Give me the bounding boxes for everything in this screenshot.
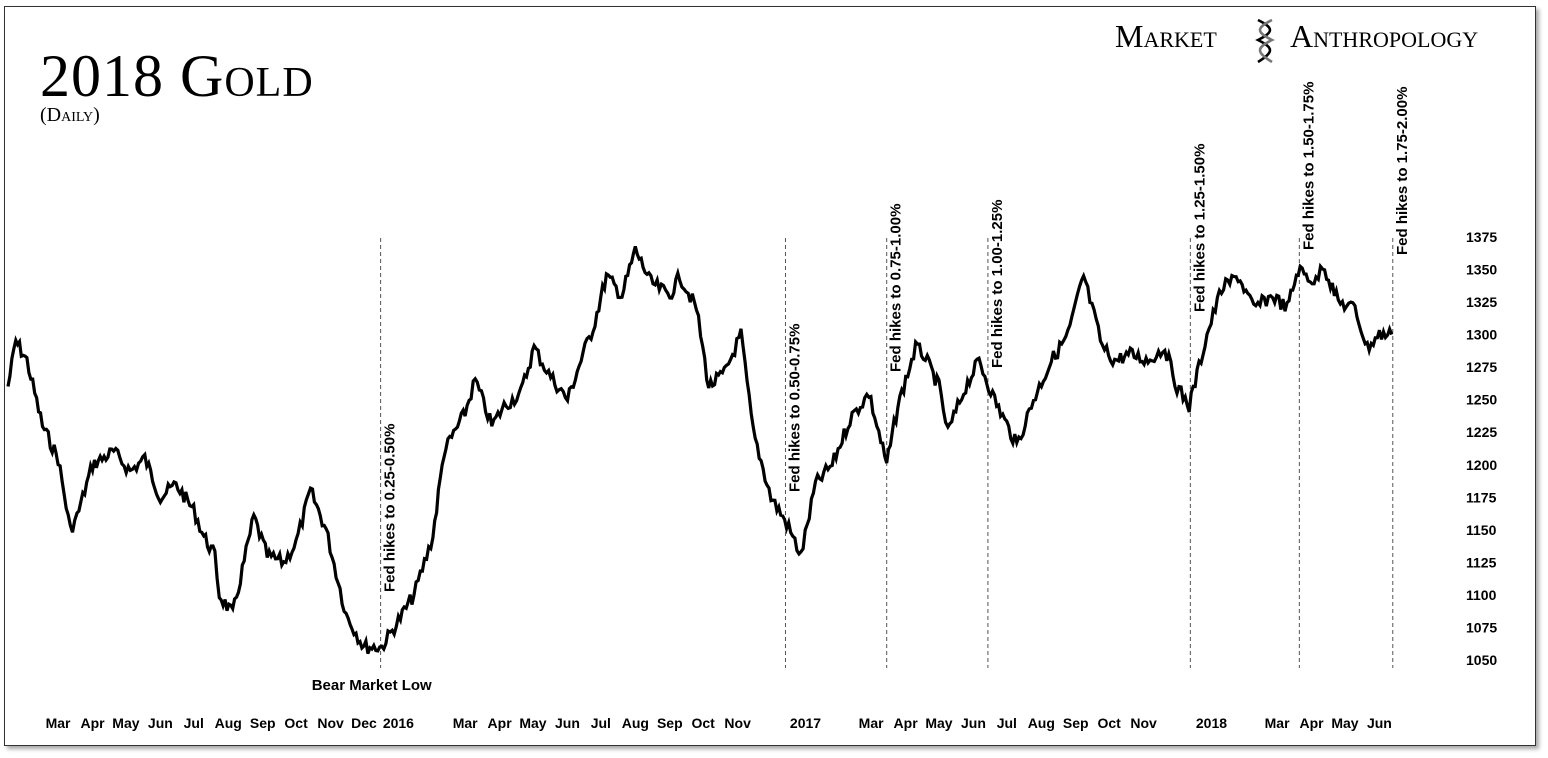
x-tick-label: Jun [555,715,580,731]
y-tick-label: 1225 [1466,424,1497,440]
fed-hike-label: Fed hikes to 0.50-0.75% [786,324,803,492]
x-tick-label: Apr [894,715,919,731]
x-tick-label: Mar [859,715,884,731]
x-tick-label: Sep [1063,715,1089,731]
y-tick-label: 1075 [1466,619,1497,635]
x-tick-label: Jun [148,715,173,731]
x-tick-label: Nov [1130,715,1157,731]
x-tick-label: May [519,715,546,731]
y-tick-label: 1350 [1466,262,1497,278]
chart-panel [4,6,1536,746]
y-tick-label: 1325 [1466,294,1497,310]
x-tick-label: Aug [622,715,649,731]
brand-right-text: Anthropology [1290,18,1479,54]
x-tick-label: Apr [488,715,513,731]
chart-title: 2018 Gold [40,42,314,111]
fed-hike-label: Fed hikes to 1.00-1.25% [989,200,1006,368]
x-tick-label: May [925,715,952,731]
brand-left-text: Market [1115,18,1217,54]
y-tick-label: 1100 [1466,587,1497,603]
x-tick-label: Dec [351,715,377,731]
x-tick-label: 2017 [790,715,821,731]
y-tick-label: 1175 [1466,489,1497,505]
x-tick-label: Aug [1028,715,1055,731]
x-tick-label: Apr [1300,715,1325,731]
fed-hike-label: Fed hikes to 0.75-1.00% [888,204,905,372]
x-tick-label: Jun [961,715,986,731]
y-tick-label: 1250 [1466,392,1497,408]
x-tick-label: Jul [591,715,611,731]
y-tick-label: 1125 [1466,554,1497,570]
x-tick-label: Mar [1265,715,1290,731]
x-tick-label: Jun [1367,715,1392,731]
x-tick-label: Mar [46,715,71,731]
y-tick-label: 1200 [1466,457,1497,473]
y-tick-label: 1275 [1466,359,1497,375]
x-tick-label: Oct [1097,715,1121,731]
bear-market-low-annotation: Bear Market Low [312,677,432,694]
y-tick-label: 1375 [1466,229,1497,245]
x-tick-label: Sep [250,715,276,731]
x-tick-label: May [1331,715,1358,731]
x-tick-label: Mar [453,715,478,731]
gold-price-series-line [6,246,1394,655]
x-tick-label: Nov [724,715,751,731]
chart-title-text: 2018 Gold [40,43,314,109]
x-tick-label: Apr [80,715,105,731]
x-tick-label: May [112,715,139,731]
x-tick-label: Aug [215,715,242,731]
fed-hike-label: Fed hikes to 1.50-1.75% [1300,82,1317,250]
x-tick-label: Nov [317,715,344,731]
x-tick-label: Sep [657,715,683,731]
x-tick-label: Oct [284,715,308,731]
fed-hike-label: Fed hikes to 1.75-2.00% [1394,87,1411,255]
y-tick-label: 1050 [1466,652,1497,668]
y-tick-label: 1150 [1466,522,1497,538]
x-tick-label: Jul [997,715,1017,731]
x-tick-label: 2018 [1196,715,1227,731]
dna-helix-icon [1255,18,1275,64]
chart-subtitle: (Daily) [40,104,100,126]
x-tick-label: 2016 [383,715,414,731]
y-tick-label: 1300 [1466,327,1497,343]
x-tick-label: Oct [691,715,715,731]
x-tick-label: Jul [184,715,204,731]
fed-hike-label: Fed hikes to 0.25-0.50% [382,424,399,592]
fed-hike-label: Fed hikes to 1.25-1.50% [1191,144,1208,312]
